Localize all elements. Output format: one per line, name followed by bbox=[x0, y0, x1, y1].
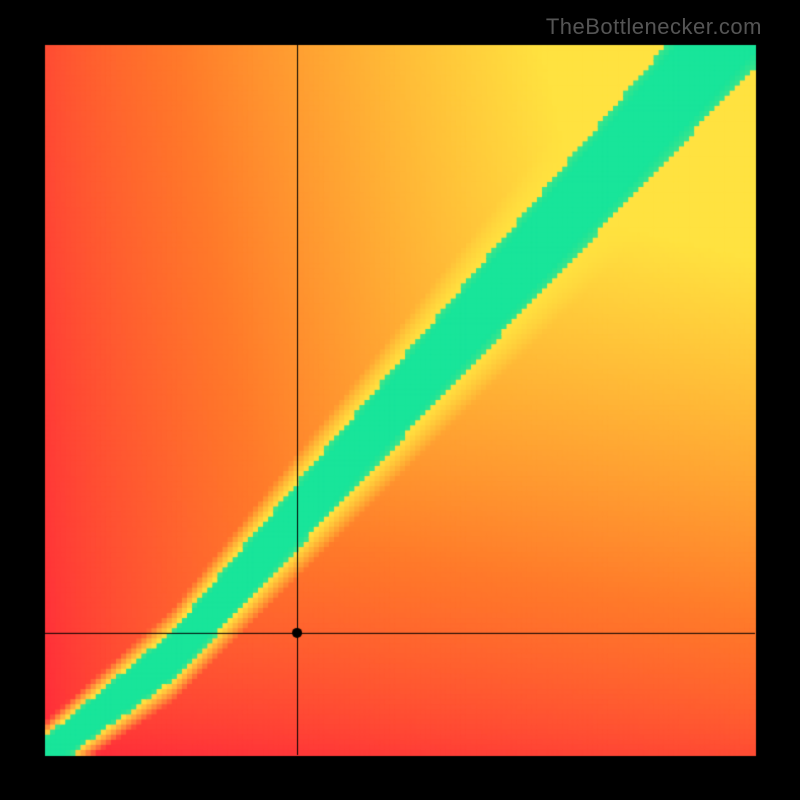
bottleneck-heatmap-canvas bbox=[0, 0, 800, 800]
watermark-text: TheBottlenecker.com bbox=[546, 14, 762, 40]
chart-container: TheBottlenecker.com bbox=[0, 0, 800, 800]
